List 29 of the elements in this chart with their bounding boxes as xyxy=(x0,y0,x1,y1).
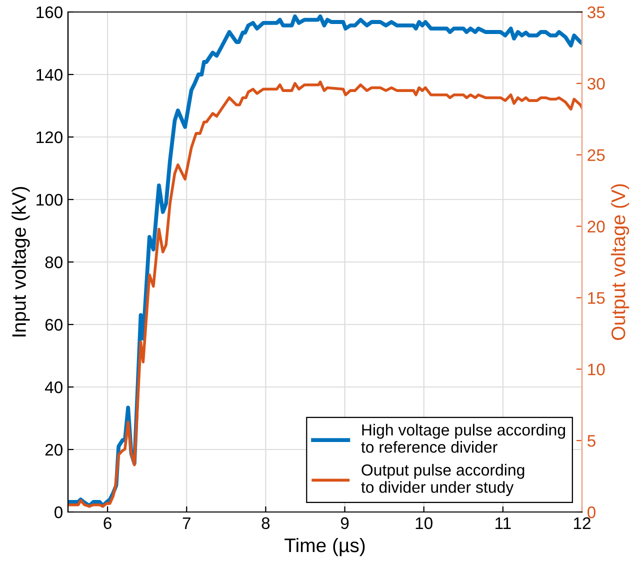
y-tick-label: 100 xyxy=(36,194,62,206)
y-tick-label: 60 xyxy=(45,318,62,331)
y-tick-label: 120 xyxy=(36,131,62,144)
x-tick-label: 10 xyxy=(416,517,432,530)
x-tick-label: 6 xyxy=(104,517,112,530)
y-axis-title: Input voltage (kV) xyxy=(12,187,30,336)
x-axis-title: Time (µs) xyxy=(284,538,365,556)
y-tick-label: 160 xyxy=(36,6,62,18)
y2-axis-title: Output voltage (V) xyxy=(610,184,630,340)
y2-tick-label: 5 xyxy=(588,435,596,447)
x-tick-label: 9 xyxy=(340,517,349,530)
x-tick-label: 11 xyxy=(496,517,511,529)
y-tick-label: 40 xyxy=(44,381,62,394)
x-tick-label: 7 xyxy=(182,517,190,529)
y2-tick-label: 20 xyxy=(588,220,605,232)
legend-label: Output pulse according to divider under study xyxy=(361,464,524,496)
y2-tick-label: 15 xyxy=(588,292,605,304)
y2-tick-label: 10 xyxy=(588,364,605,376)
y-tick-label: 20 xyxy=(45,444,62,456)
y2-tick-label: 0 xyxy=(588,506,596,518)
y2-tick-label: 35 xyxy=(587,6,605,18)
x-tick-label: 8 xyxy=(262,517,270,530)
y-tick-label: 0 xyxy=(54,506,62,518)
x-tick-label: 12 xyxy=(574,517,590,529)
y-tick-label: 80 xyxy=(45,256,62,268)
legend-label: High voltage pulse according to reference divider xyxy=(361,424,566,453)
y2-tick-label: 30 xyxy=(587,78,605,90)
y-tick-label: 140 xyxy=(36,68,62,81)
y2-tick-label: 25 xyxy=(588,149,605,162)
